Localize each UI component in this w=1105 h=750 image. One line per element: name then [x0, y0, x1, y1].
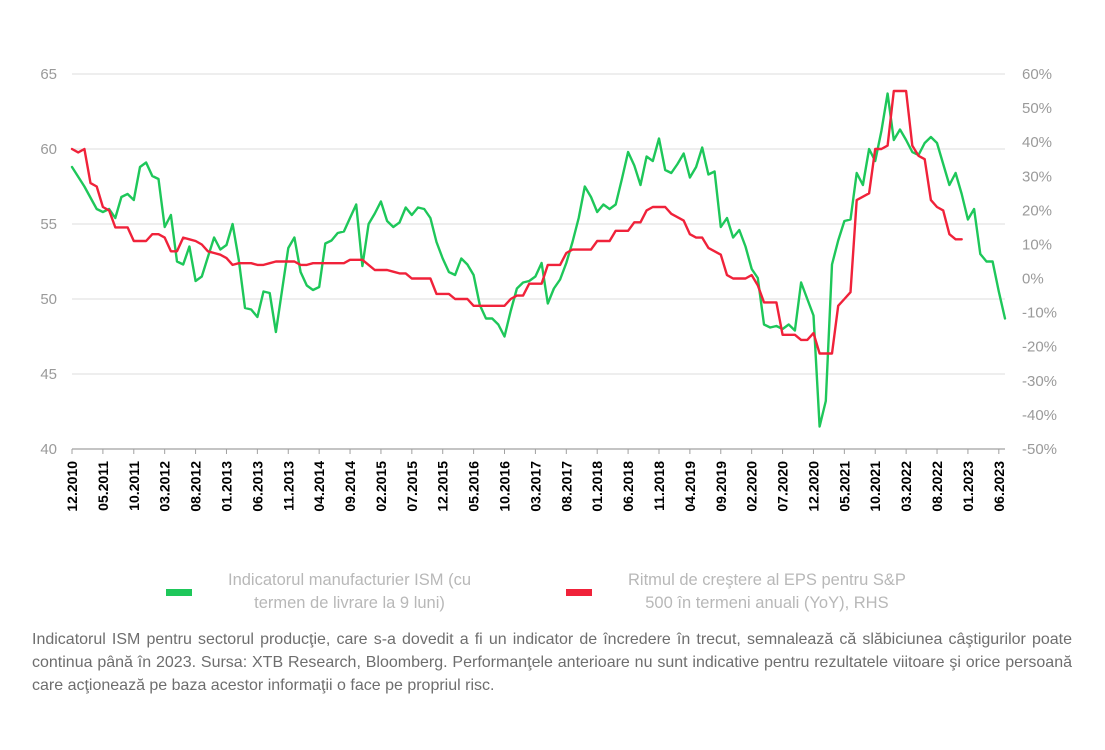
- x-tick-label: 03.2012: [157, 461, 173, 512]
- gridlines: [72, 73, 1005, 450]
- legend-item-eps: Ritmul de creştere al EPS pentru S&P 500…: [566, 567, 906, 617]
- legend-label-ism-line2: termen de livrare la 9 luni): [254, 594, 445, 612]
- legend-swatch-ism: [166, 588, 192, 596]
- x-tick-label: 05.2016: [466, 461, 482, 512]
- x-tick-label: 08.2022: [929, 461, 945, 512]
- right-axis-ticks: -50% -40% -30% -20% -10% 0% 10% 20% 30% 40% 50% 60%: [1022, 66, 1057, 458]
- x-tick-label: 04.2019: [682, 461, 698, 512]
- left-tick-label: 60: [40, 141, 57, 158]
- x-tick-label: 01.2018: [589, 461, 605, 512]
- legend-label-eps-line1: Ritmul de creştere al EPS pentru S&P: [628, 571, 906, 589]
- x-tick-label: 12.2020: [805, 461, 821, 512]
- x-tick-label: 04.2014: [311, 461, 327, 512]
- x-tick-label: 10.2021: [867, 461, 883, 512]
- x-tick-label: 05.2021: [836, 461, 852, 512]
- x-tick-label: 03.2017: [527, 461, 543, 512]
- x-tick-label: 12.2010: [64, 461, 80, 512]
- left-tick-label: 45: [40, 366, 57, 383]
- x-tick-label: 02.2020: [744, 461, 760, 512]
- right-tick-label: -30%: [1022, 373, 1057, 390]
- right-tick-label: 50%: [1022, 100, 1052, 117]
- right-tick-label: -10%: [1022, 305, 1057, 322]
- left-tick-label: 65: [40, 66, 57, 83]
- x-tick-label: 06.2013: [249, 461, 265, 512]
- x-tick-label: 05.2011: [95, 461, 111, 511]
- right-tick-label: 30%: [1022, 168, 1052, 185]
- x-tick-label: 11.2013: [280, 461, 296, 511]
- right-tick-label: -20%: [1022, 339, 1057, 356]
- right-tick-label: 60%: [1022, 66, 1052, 83]
- legend-label-eps: Ritmul de creştere al EPS pentru S&P 500…: [628, 569, 906, 615]
- legend-item-ism: Indicatorul manufacturier ISM (cu termen…: [166, 567, 471, 617]
- ism-eps-line-chart: 40 45 50 55 60 65 -50% -40% -30% -20% -10% 0% 10% 20…: [40, 66, 1057, 512]
- x-tick-label: 10.2016: [497, 461, 513, 512]
- right-tick-label: -50%: [1022, 441, 1057, 458]
- legend-label-ism-line1: Indicatorul manufacturier ISM (cu: [228, 571, 472, 589]
- series-line-eps: [70, 89, 963, 355]
- x-tick-label: 01.2013: [218, 461, 234, 512]
- x-axis-ticks: 12.2010 05.2011 10.2011 03.2012 08.2012 01.20…: [64, 449, 1007, 512]
- legend-label-eps-line2: 500 în termeni anuali (YoY), RHS: [645, 594, 889, 612]
- x-tick-label: 03.2022: [898, 461, 914, 512]
- right-tick-label: 0%: [1022, 271, 1044, 288]
- chart-caption: Indicatorul ISM pentru sectorul producţi…: [32, 631, 1072, 694]
- x-tick-label: 01.2023: [960, 461, 976, 512]
- series-line-ism: [70, 92, 1007, 428]
- left-tick-label: 50: [40, 291, 57, 308]
- x-tick-label: 10.2011: [126, 461, 142, 511]
- x-tick-label: 09.2019: [713, 461, 729, 512]
- left-tick-label: 55: [40, 216, 57, 233]
- legend-label-ism: Indicatorul manufacturier ISM (cu termen…: [228, 569, 471, 615]
- x-tick-label: 02.2015: [373, 461, 389, 512]
- x-tick-label: 07.2020: [775, 461, 791, 512]
- x-tick-label: 12.2015: [435, 461, 451, 512]
- right-tick-label: 10%: [1022, 236, 1052, 253]
- left-axis-ticks: 40 45 50 55 60 65: [40, 66, 57, 458]
- x-tick-label: 08.2012: [188, 461, 204, 512]
- x-tick-label: 06.2018: [620, 461, 636, 512]
- x-tick-label: 08.2017: [558, 461, 574, 512]
- right-tick-label: 40%: [1022, 134, 1052, 151]
- legend-swatch-eps: [566, 588, 592, 596]
- x-tick-label: 11.2018: [651, 461, 667, 511]
- right-tick-label: 20%: [1022, 202, 1052, 219]
- x-tick-label: 09.2014: [342, 461, 358, 512]
- right-tick-label: -40%: [1022, 407, 1057, 424]
- series-lines: [70, 89, 1007, 428]
- x-tick-label: 07.2015: [404, 461, 420, 512]
- left-tick-label: 40: [40, 441, 57, 458]
- x-tick-label: 06.2023: [991, 461, 1007, 512]
